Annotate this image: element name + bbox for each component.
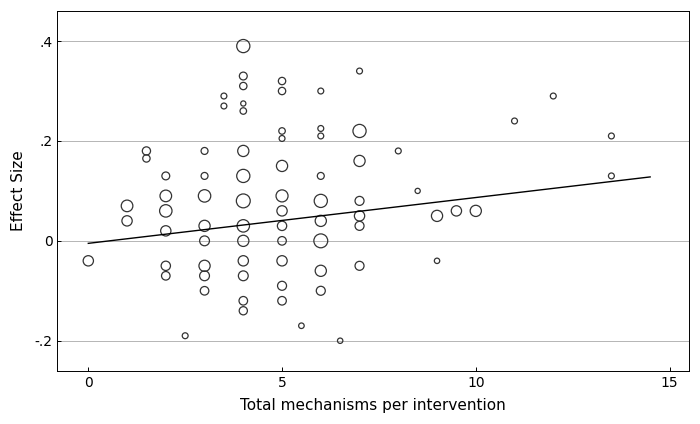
Point — [276, 162, 288, 169]
Point — [606, 173, 617, 179]
Point — [412, 187, 423, 194]
Point — [276, 135, 288, 142]
Point — [160, 272, 172, 279]
Point — [296, 322, 307, 329]
Point — [238, 83, 249, 89]
Point — [354, 212, 365, 219]
Point — [470, 207, 482, 214]
Point — [276, 223, 288, 229]
Point — [218, 103, 230, 109]
Point — [315, 287, 326, 294]
Point — [199, 173, 210, 179]
Point — [606, 133, 617, 139]
Point — [199, 192, 210, 199]
Point — [276, 282, 288, 289]
Point — [354, 158, 365, 165]
Point — [335, 338, 346, 344]
Point — [238, 223, 249, 229]
Point — [354, 128, 365, 134]
Point — [431, 257, 442, 264]
Point — [122, 218, 133, 224]
Point — [276, 128, 288, 134]
Point — [276, 237, 288, 244]
Point — [218, 92, 230, 99]
Point — [547, 92, 559, 99]
Point — [83, 257, 94, 264]
Y-axis label: Effect Size: Effect Size — [11, 151, 26, 231]
Point — [160, 207, 172, 214]
Point — [238, 43, 249, 50]
Point — [199, 237, 210, 244]
Point — [354, 68, 365, 75]
Point — [238, 307, 249, 314]
Point — [315, 268, 326, 274]
Point — [276, 257, 288, 264]
Point — [160, 262, 172, 269]
Point — [238, 237, 249, 244]
Point — [238, 198, 249, 204]
Point — [276, 78, 288, 84]
Point — [238, 173, 249, 179]
Point — [451, 207, 462, 214]
Point — [199, 287, 210, 294]
Point — [238, 297, 249, 304]
Point — [199, 272, 210, 279]
Point — [354, 198, 365, 204]
Point — [141, 148, 152, 154]
Point — [431, 212, 442, 219]
Point — [315, 173, 326, 179]
Point — [238, 73, 249, 79]
Point — [238, 148, 249, 154]
Point — [160, 173, 172, 179]
X-axis label: Total mechanisms per intervention: Total mechanisms per intervention — [240, 398, 506, 413]
Point — [238, 257, 249, 264]
Point — [315, 237, 326, 244]
Point — [276, 192, 288, 199]
Point — [315, 133, 326, 139]
Point — [199, 223, 210, 229]
Point — [315, 198, 326, 204]
Point — [238, 108, 249, 114]
Point — [199, 148, 210, 154]
Point — [276, 297, 288, 304]
Point — [276, 207, 288, 214]
Point — [180, 332, 191, 339]
Point — [354, 223, 365, 229]
Point — [238, 272, 249, 279]
Point — [122, 203, 133, 209]
Point — [141, 155, 152, 162]
Point — [276, 88, 288, 95]
Point — [199, 262, 210, 269]
Point — [315, 88, 326, 95]
Point — [238, 100, 249, 107]
Point — [160, 227, 172, 234]
Point — [509, 117, 520, 124]
Point — [315, 125, 326, 132]
Point — [354, 262, 365, 269]
Point — [160, 192, 172, 199]
Point — [315, 218, 326, 224]
Point — [393, 148, 404, 154]
